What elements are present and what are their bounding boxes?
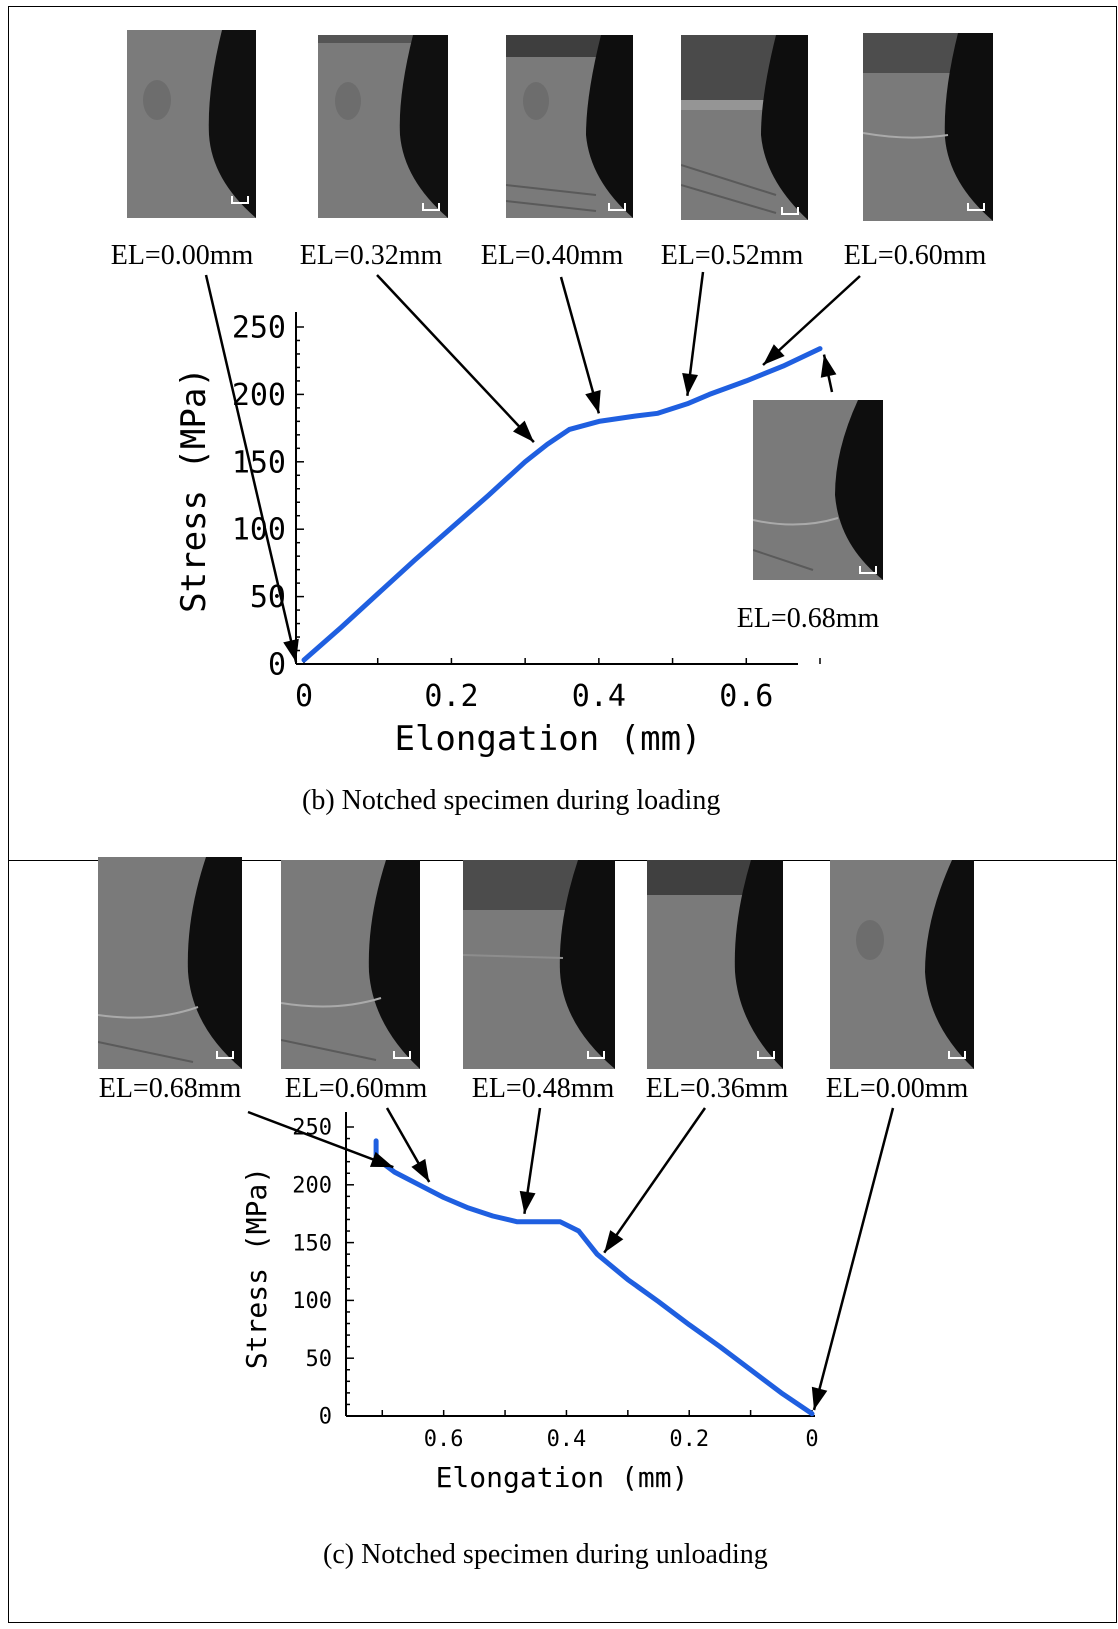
micrograph-c-1 — [98, 857, 242, 1069]
y-tick-label: 0 — [268, 648, 286, 683]
y-tick-label: 100 — [232, 513, 286, 548]
micrograph-c-5-image — [830, 860, 974, 1069]
el-label-c-4: EL=0.36mm — [645, 1073, 789, 1104]
el-label-b-1: EL=0.00mm — [110, 240, 254, 271]
pointer-arrow — [762, 275, 861, 366]
el-label-b-3: EL=0.40mm — [480, 240, 624, 271]
micrograph-c-1-image — [98, 857, 242, 1069]
x-tick-label: 0 — [295, 679, 313, 714]
micrograph-b-2 — [318, 35, 448, 218]
y-tick-label: 250 — [232, 311, 286, 346]
micrograph-b-inset — [753, 400, 883, 580]
x-axis-label: Elongation (mm) — [394, 719, 701, 759]
pointer-arrow — [820, 354, 837, 393]
micrograph-c-4 — [647, 860, 783, 1069]
caption-loading: (b) Notched specimen during loading — [302, 785, 721, 816]
el-label-b-5: EL=0.60mm — [843, 240, 987, 271]
x-tick-label: 0.2 — [424, 679, 478, 714]
series-line — [301, 346, 823, 663]
micrograph-c-2 — [281, 860, 420, 1069]
micrograph-b-3-image — [506, 35, 633, 218]
micrograph-c-3 — [463, 860, 615, 1069]
micrograph-c-3-image — [463, 860, 615, 1069]
el-label-b-2: EL=0.32mm — [299, 240, 443, 271]
chart-loading-marks — [301, 346, 823, 663]
el-label-b-inset: EL=0.68mm — [736, 603, 880, 634]
micrograph-c-5 — [830, 860, 974, 1069]
micrograph-b-4-image — [681, 35, 808, 220]
el-label-b-4: EL=0.52mm — [660, 240, 804, 271]
pointer-arrow — [682, 271, 705, 396]
el-label-c-1: EL=0.68mm — [98, 1073, 242, 1104]
y-tick-label: 150 — [232, 445, 286, 480]
pointer-arrow — [204, 274, 299, 663]
el-label-c-5: EL=0.00mm — [825, 1073, 969, 1104]
pointer-arrow — [376, 274, 535, 443]
y-axis-label: Stress (MPa) — [174, 367, 214, 613]
micrograph-c-2-image — [281, 860, 420, 1069]
caption-unloading: (c) Notched specimen during unloading — [323, 1539, 768, 1570]
micrograph-c-4-image — [647, 860, 783, 1069]
micrograph-b-1 — [127, 30, 256, 218]
x-tick-label: 0.4 — [572, 679, 626, 714]
micrograph-b-inset-image — [753, 400, 883, 580]
micrograph-b-3 — [506, 35, 633, 218]
micrograph-b-4 — [681, 35, 808, 220]
micrograph-b-5 — [863, 33, 993, 221]
micrograph-b-1-image — [127, 30, 256, 218]
pointer-arrow — [559, 276, 601, 414]
el-label-c-2: EL=0.60mm — [284, 1073, 428, 1104]
x-tick-label: 0.6 — [719, 679, 773, 714]
micrograph-b-2-image — [318, 35, 448, 218]
chart-loading-arrows — [204, 271, 861, 663]
el-label-c-3: EL=0.48mm — [471, 1073, 615, 1104]
y-tick-label: 200 — [232, 378, 286, 413]
micrograph-b-5-image — [863, 33, 993, 221]
